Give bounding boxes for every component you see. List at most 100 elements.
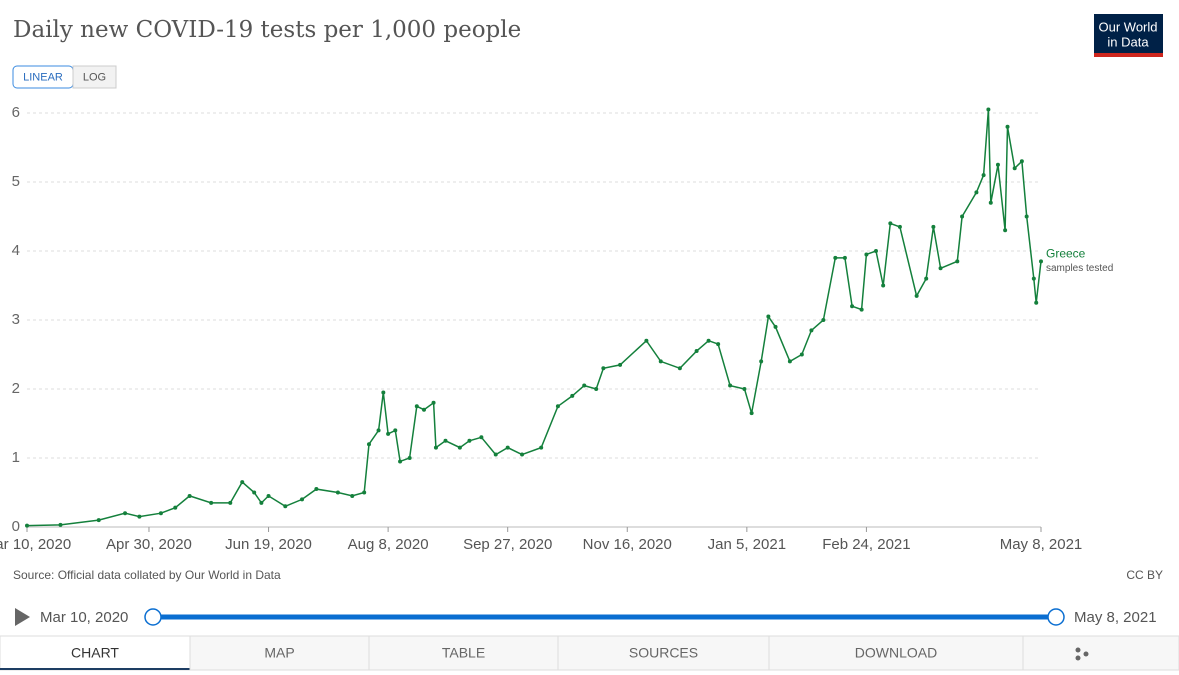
logo: Our World in Data (1094, 14, 1163, 57)
x-tick-label: Nov 16, 2020 (583, 536, 672, 553)
data-point (960, 214, 965, 219)
data-point (570, 393, 575, 398)
data-point (240, 480, 245, 485)
data-point (252, 490, 257, 495)
tab-label: CHART (71, 645, 119, 661)
data-point (421, 407, 426, 412)
data-point (1039, 259, 1043, 264)
data-point (809, 328, 814, 333)
data-point (300, 497, 305, 502)
y-tick-label: 2 (12, 380, 20, 397)
data-point (938, 266, 943, 271)
data-point (766, 314, 771, 319)
data-point (314, 487, 319, 492)
data-point (335, 490, 340, 495)
tab[interactable] (0, 635, 191, 671)
data-point (25, 523, 29, 528)
scale-button-label: LINEAR (23, 71, 63, 83)
data-point (386, 431, 391, 436)
x-tick-label: Aug 8, 2020 (348, 536, 429, 553)
data-point (931, 224, 936, 229)
y-tick-label: 0 (12, 518, 20, 535)
logo-bar (1094, 53, 1163, 57)
data-point (58, 522, 63, 527)
data-point (187, 493, 192, 498)
data-point (644, 338, 649, 343)
data-point (842, 255, 847, 260)
tab[interactable] (189, 635, 370, 671)
data-point (873, 249, 878, 253)
logo-text: Our World (1099, 19, 1158, 34)
y-tick-label: 1 (12, 449, 20, 466)
data-point (799, 352, 804, 357)
data-point (924, 276, 929, 281)
share-icon (1075, 655, 1081, 661)
x-tick-label: Jun 19, 2020 (225, 536, 312, 553)
data-point (123, 511, 128, 516)
data-point (555, 404, 560, 409)
data-point (888, 221, 893, 226)
data-point (467, 438, 472, 443)
data-point (955, 259, 960, 264)
share-icon (1083, 651, 1089, 657)
scale-button[interactable] (72, 65, 117, 89)
x-tick-label: May 8, 2021 (1000, 536, 1083, 553)
data-point (742, 387, 747, 391)
data-point (995, 162, 1000, 167)
data-point (974, 190, 979, 195)
data-point (706, 338, 711, 343)
data-point (787, 359, 792, 364)
data-point (443, 438, 448, 443)
data-point (986, 107, 991, 112)
data-point (677, 366, 682, 371)
timeline-handle[interactable] (1047, 608, 1065, 626)
data-point (601, 366, 606, 371)
data-point (414, 404, 419, 409)
data-point (366, 442, 371, 447)
data-point (520, 452, 525, 457)
tab[interactable] (1022, 635, 1179, 671)
series-line (26, 109, 1042, 527)
data-point (407, 456, 412, 460)
chart-title: Daily new COVID-19 tests per 1,000 peopl… (13, 17, 521, 43)
data-point (398, 459, 403, 464)
x-tick-label: Mar 10, 2020 (0, 536, 71, 553)
license: CC BY (1126, 568, 1163, 582)
data-point (539, 445, 544, 450)
data-point (833, 255, 838, 260)
data-point (381, 390, 386, 395)
data-point (1034, 300, 1039, 305)
tab-label: SOURCES (629, 645, 698, 661)
x-tick-label: Apr 30, 2020 (106, 536, 192, 553)
data-point (173, 505, 178, 510)
data-point (981, 173, 986, 178)
data-point (96, 518, 101, 523)
data-point (158, 511, 163, 516)
play-button[interactable] (15, 608, 30, 626)
data-point (362, 490, 367, 495)
tab-label: DOWNLOAD (855, 645, 937, 661)
data-point (479, 435, 484, 440)
series-label: Greece (1046, 247, 1086, 261)
data-point (881, 283, 886, 288)
data-point (228, 500, 233, 505)
data-point (137, 514, 142, 519)
data-point (1031, 276, 1036, 281)
data-point (658, 359, 663, 364)
data-point (431, 400, 436, 405)
tab[interactable] (557, 635, 770, 671)
data-point (582, 383, 587, 388)
timeline-start: Mar 10, 2020 (40, 609, 128, 626)
x-tick-label: Jan 5, 2021 (708, 536, 786, 553)
timeline-end: May 8, 2021 (1074, 609, 1157, 626)
y-tick-label: 6 (12, 104, 20, 121)
data-point (850, 304, 855, 309)
data-point (505, 445, 510, 450)
data-point (749, 411, 754, 416)
source-note: Source: Official data collated by Our Wo… (13, 568, 281, 582)
data-point (1003, 228, 1008, 233)
data-point (1019, 159, 1024, 164)
timeline-handle[interactable] (144, 608, 162, 626)
y-tick-label: 3 (12, 311, 20, 328)
